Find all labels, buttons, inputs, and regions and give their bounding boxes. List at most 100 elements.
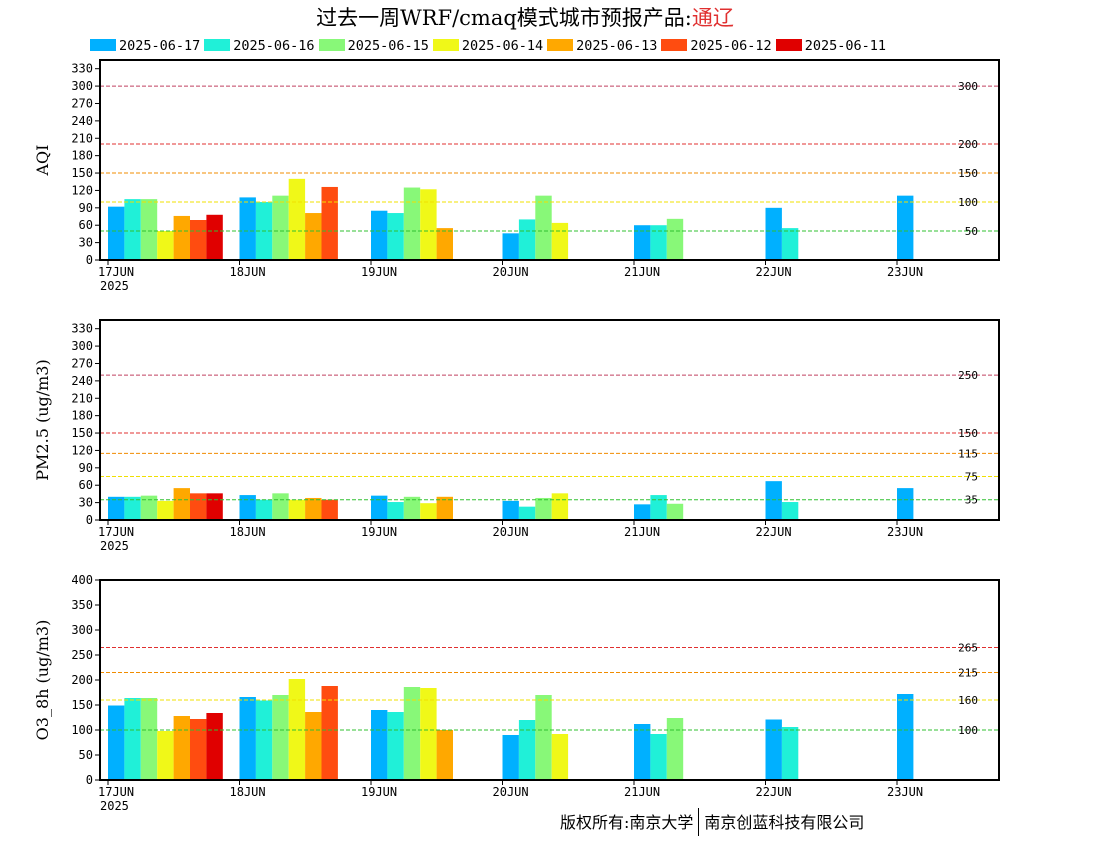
bar [387,502,404,520]
y-tick-label: 200 [71,673,93,687]
bar [436,228,453,260]
y-tick-label: 50 [79,748,93,762]
threshold-label: 250 [958,369,978,382]
y-tick-label: 30 [79,496,93,510]
legend-item: 2025-06-11 [775,38,886,54]
bar [387,712,404,780]
bar [551,734,569,780]
y-tick-label: 270 [71,356,93,370]
bar [666,218,684,260]
y-tick-label: 0 [86,513,93,527]
x-tick-label: 20JUN [493,525,529,539]
y-tick-label: 400 [71,573,93,587]
bar [436,496,453,520]
bar [551,493,569,520]
legend-label: 2025-06-12 [690,38,772,54]
bar [502,500,519,520]
bar [140,199,158,260]
x-tick-label: 18JUN [230,265,266,279]
y-tick-label: 240 [71,374,93,388]
bar [173,716,190,780]
bar [518,720,536,780]
bar [551,222,569,260]
bar [255,499,273,520]
legend-item: 2025-06-17 [90,38,200,54]
x-tick-label: 22JUN [756,265,792,279]
bar [371,495,388,520]
legend-label: 2025-06-17 [119,38,201,54]
bar [897,488,914,520]
bar [436,730,453,780]
legend-swatch [204,39,231,51]
x-tick-label: 21JUN [624,525,660,539]
y-tick-label: 60 [79,478,93,492]
y-tick-label: 330 [71,62,93,76]
footer-separator [698,808,700,836]
y-tick-label: 150 [71,698,93,712]
bar [305,712,322,780]
x-tick-label: 21JUN [624,265,660,279]
bar [897,694,914,780]
x-tick-label: 19JUN [361,265,397,279]
y-tick-label: 120 [71,183,93,197]
bar [650,734,667,780]
bar [124,698,141,780]
title-main: 过去一周WRF/cmaq模式城市预报产品: [316,6,692,30]
bar [666,718,684,780]
y-tick-label: 350 [71,598,93,612]
threshold-label: 100 [958,196,978,209]
bar [124,199,141,260]
bar [190,220,207,260]
legend-swatch [547,39,574,51]
threshold-label: 115 [958,447,978,460]
bar [634,504,651,520]
bar [403,187,421,260]
legend-item: 2025-06-12 [661,38,772,54]
bar [420,688,437,780]
bar [781,502,799,520]
legend-label: 2025-06-14 [461,38,544,54]
threshold-label: 265 [958,642,978,655]
bar [518,219,536,260]
y-tick-label: 150 [71,426,93,440]
y-tick-label: 270 [71,96,93,110]
bar [124,496,141,520]
legend-item: 2025-06-14 [432,38,544,54]
bar [190,719,207,780]
legend-label: 2025-06-16 [233,38,315,54]
legend-label: 2025-06-13 [576,38,658,54]
bar [518,506,536,520]
bar [535,497,552,520]
bar [173,488,190,520]
bar [535,695,552,780]
bar [650,225,667,260]
y-tick-label: 300 [71,623,93,637]
bar [173,215,190,260]
bar [765,207,782,260]
y-tick-label: 0 [86,253,93,267]
y-tick-label: 180 [71,409,93,423]
x-tick-label: 20JUN [493,785,529,799]
legend-label: 2025-06-15 [347,38,429,54]
y-tick-label: 90 [79,461,93,475]
bar [157,731,174,780]
y-axis-label: PM2.5 (ug/m3) [33,359,52,480]
bar [272,493,289,520]
legend-swatch [775,39,802,51]
x-tick-label: 18JUN [230,785,266,799]
legend-swatch [318,39,345,51]
y-tick-label: 150 [71,166,93,180]
plot-frame [99,319,1000,521]
legend-swatch [90,39,116,51]
y-tick-label: 300 [71,79,93,93]
title-city: 通辽 [691,6,734,30]
y-tick-label: 0 [86,773,93,787]
bar [206,713,223,780]
bar [108,206,125,260]
footer-right: 南京创蓝科技有限公司 [704,813,865,832]
bar [239,697,256,780]
threshold-label: 200 [958,138,978,151]
bar [190,493,207,520]
bar [288,679,306,780]
